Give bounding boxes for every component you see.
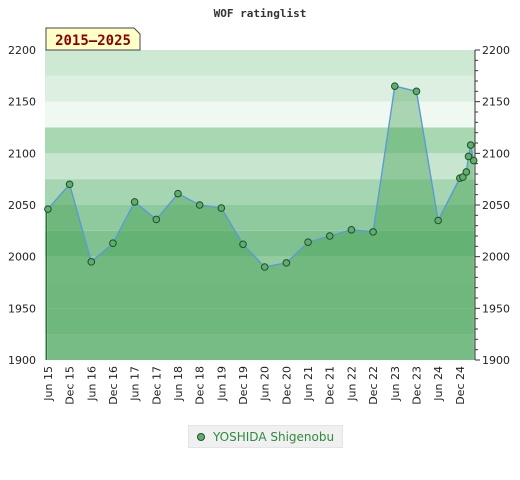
x-tick-label: Dec 20	[280, 366, 293, 405]
rating-band	[45, 334, 475, 360]
rating-band	[45, 256, 475, 283]
y-tick-label: 2050	[8, 199, 36, 212]
y-tick-label: 1950	[482, 302, 510, 315]
data-point	[282, 259, 291, 267]
rating-band	[45, 153, 475, 180]
chart-title: WOF ratinglist	[214, 7, 307, 20]
data-point	[239, 240, 247, 249]
rating-points	[44, 82, 478, 360]
rating-area	[47, 86, 474, 361]
rating-band	[45, 179, 475, 205]
x-tick-label: Dec 18	[194, 366, 207, 405]
y-tick-label: 2150	[8, 96, 36, 109]
x-tick-label: Dec 22	[367, 366, 380, 405]
x-tick-label: Dec 23	[410, 366, 423, 405]
y-axis-right: 1900 1950 2000 2050 2100 2150 2200	[474, 44, 510, 367]
period-label: 2015–2025	[55, 33, 131, 49]
x-tick-label: Dec 17	[150, 366, 163, 405]
x-tick-label: Jun 21	[302, 366, 315, 402]
data-point	[44, 205, 52, 213]
data-point	[217, 204, 226, 212]
x-tick-label: Jun 20	[259, 366, 272, 402]
y-tick-label: 2200	[8, 44, 36, 57]
y-tick-label: 2000	[482, 251, 510, 264]
legend-marker-icon	[197, 432, 205, 441]
y-tick-label: 2150	[482, 96, 510, 109]
rating-band	[45, 127, 475, 154]
y-tick-label: 2050	[482, 199, 510, 212]
data-point	[369, 228, 377, 236]
data-point	[464, 152, 473, 161]
data-point	[260, 263, 269, 271]
y-axis-left: 1900 1950 2000 2050 2100 2150 2200	[8, 44, 36, 367]
x-tick-label: Dec 15	[64, 366, 77, 405]
x-tick-label: Jun 16	[85, 366, 98, 402]
data-point	[466, 141, 475, 149]
data-point	[130, 198, 139, 206]
rating-band	[45, 205, 475, 231]
data-point	[195, 201, 204, 209]
chart-legend: YOSHIDA Shigenobu	[188, 425, 344, 448]
y-tick-label: 1950	[8, 302, 36, 315]
x-tick-label: Jun 18	[172, 366, 185, 402]
x-tick-label: Dec 21	[324, 366, 337, 405]
y-tick-label: 2100	[8, 147, 36, 160]
x-tick-label: Jun 17	[129, 366, 142, 402]
data-point	[459, 173, 467, 181]
y-tick-label: 2100	[482, 147, 510, 160]
x-tick-label: Jun 15	[42, 366, 55, 402]
data-point	[347, 226, 356, 234]
rating-band	[45, 101, 475, 128]
y-tick-label: 2200	[482, 44, 510, 57]
x-tick-label: Jun 24	[432, 366, 445, 402]
x-tick-label: Jun 22	[345, 366, 358, 402]
x-tick-label: Jun 19	[215, 366, 228, 402]
x-tick-label: Dec 24	[454, 366, 467, 405]
data-point	[152, 215, 161, 224]
y-tick-label: 1900	[8, 354, 36, 367]
data-point	[304, 238, 312, 246]
data-point	[462, 168, 471, 176]
legend-label: YOSHIDA Shigenobu	[213, 429, 335, 444]
rating-band	[45, 282, 475, 309]
data-point	[412, 87, 421, 96]
data-point	[87, 258, 96, 266]
rating-band	[45, 50, 475, 76]
y-tick-label: 1900	[482, 354, 510, 367]
data-point	[109, 239, 117, 248]
data-point	[65, 180, 74, 189]
x-tick-label: Jun 23	[389, 366, 402, 402]
data-point	[390, 82, 399, 90]
data-point	[325, 232, 334, 240]
period-badge: 2015–2025	[45, 27, 141, 51]
rating-band	[45, 308, 475, 335]
data-point	[434, 216, 442, 225]
y-tick-label: 2000	[8, 251, 36, 264]
x-tick-label: Dec 16	[107, 366, 120, 405]
x-axis: Jun 15 Dec 15 Jun 16 Dec 16 Jun 17 Dec 17 Jun …	[42, 366, 467, 405]
data-point	[174, 189, 182, 198]
data-point	[469, 156, 478, 165]
x-tick-label: Dec 19	[237, 366, 250, 405]
